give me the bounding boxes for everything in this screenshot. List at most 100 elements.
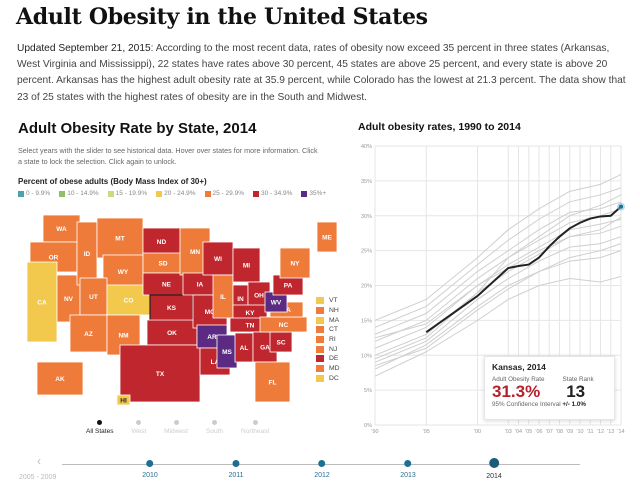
callout-nj[interactable]: NJ (316, 344, 340, 354)
region-west[interactable]: West (131, 420, 146, 435)
state-mi[interactable]: MI (232, 247, 261, 283)
callout-de[interactable]: DE (316, 354, 340, 364)
slider-year-2012[interactable]: 2012 (314, 460, 330, 479)
state-label: NC (279, 322, 289, 329)
region-midwest[interactable]: Midwest (164, 420, 188, 435)
state-shape[interactable] (232, 247, 261, 283)
intro-paragraph: Updated September 21, 2015: According to… (17, 41, 629, 106)
state-fl[interactable]: FL (254, 361, 291, 403)
legend-swatch (301, 190, 308, 197)
legend-label: 20 - 24.9% (164, 190, 196, 197)
state-label: MN (190, 249, 200, 256)
state-shape[interactable] (36, 361, 84, 396)
callout-ct[interactable]: CT (316, 325, 340, 335)
callout-label: CT (329, 326, 339, 334)
slider-dot[interactable] (488, 458, 499, 468)
state-series-line[interactable] (374, 218, 622, 349)
state-label: IL (220, 294, 226, 301)
state-shape[interactable] (254, 361, 291, 403)
state-ok[interactable]: OK (146, 319, 198, 346)
state-series-line[interactable] (374, 216, 622, 339)
state-shape[interactable] (119, 344, 201, 403)
callout-swatch (316, 374, 324, 382)
state-ny[interactable]: NY (279, 247, 311, 279)
state-wa[interactable]: WA (42, 214, 81, 243)
state-series-line[interactable] (374, 174, 622, 321)
state-me[interactable]: ME (316, 221, 338, 253)
state-shape[interactable] (116, 394, 131, 406)
highlight-point[interactable] (619, 204, 623, 209)
state-wy[interactable]: WY (102, 254, 144, 289)
rank-value: 13 (566, 382, 586, 401)
region-label: Midwest (164, 428, 189, 435)
state-shape[interactable] (26, 261, 58, 343)
state-series-line[interactable] (374, 201, 622, 335)
state-series-line[interactable] (374, 275, 622, 377)
x-tick-label: '08 (556, 429, 563, 435)
slider-year-2013[interactable]: 2013 (400, 460, 416, 479)
previous-range-label[interactable]: 2005 - 2009 (19, 474, 57, 481)
state-shape[interactable] (279, 247, 311, 279)
region-dot (212, 420, 218, 425)
state-al[interactable]: AL (234, 332, 254, 363)
state-series-line[interactable] (374, 236, 622, 363)
state-series-line[interactable] (374, 208, 622, 342)
state-shape[interactable] (316, 221, 338, 253)
state-tx[interactable]: TX (119, 344, 201, 403)
legend-label: 10 - 14.9% (67, 190, 99, 197)
callout-dc[interactable]: DC (316, 374, 340, 384)
slider-year-2014[interactable]: 2014 (486, 458, 502, 480)
state-label: NM (118, 333, 128, 340)
state-nd[interactable]: ND (142, 227, 181, 256)
callout-ri[interactable]: RI (316, 335, 340, 345)
callout-label: NH (329, 307, 339, 315)
state-shape[interactable] (142, 227, 181, 256)
callout-nh[interactable]: NH (316, 306, 340, 316)
callout-vt[interactable]: VT (316, 296, 340, 306)
chevron-left-icon[interactable]: ‹ (37, 454, 41, 468)
region-all-states[interactable]: All States (86, 420, 113, 435)
state-sd[interactable]: SD (142, 252, 184, 274)
ci-value: +/- 1.0% (562, 401, 586, 408)
state-id[interactable]: ID (76, 221, 98, 286)
state-il[interactable]: IL (212, 274, 234, 319)
slider-dot[interactable] (404, 460, 412, 467)
state-ia[interactable]: IA (182, 272, 218, 296)
region-south[interactable]: South (206, 420, 223, 435)
callout-md[interactable]: MD (316, 364, 340, 374)
state-series-line[interactable] (374, 250, 622, 370)
slider-year-2010[interactable]: 2010 (142, 460, 158, 479)
state-nc[interactable]: NC (259, 316, 308, 333)
state-ms[interactable]: MS (216, 334, 238, 369)
state-ca[interactable]: CA (26, 261, 58, 343)
kansas-series-line[interactable] (425, 205, 622, 334)
state-ks[interactable]: KS (149, 294, 194, 321)
callout-label: NJ (329, 345, 338, 353)
x-tick-label: '07 (546, 429, 553, 435)
state-ut[interactable]: UT (79, 277, 108, 316)
slider-dot[interactable] (232, 460, 240, 467)
state-series-line[interactable] (374, 194, 622, 360)
state-hi[interactable]: HI (116, 394, 131, 406)
callout-ma[interactable]: MA (316, 315, 340, 325)
slider-dot[interactable] (146, 460, 154, 467)
state-shape[interactable] (146, 319, 198, 346)
state-ak[interactable]: AK (36, 361, 84, 396)
year-slider[interactable]: ‹ 2005 - 2009 2010 2011 2012 2013 2014 (0, 448, 640, 490)
state-mt[interactable]: MT (96, 217, 144, 259)
state-az[interactable]: AZ (69, 314, 108, 353)
state-label: MI (243, 263, 250, 270)
state-shape[interactable] (96, 217, 144, 259)
state-label: TN (246, 323, 255, 330)
x-tick-label: '09 (566, 429, 573, 435)
state-sc[interactable]: SC (269, 331, 293, 353)
slider-year-2011[interactable]: 2011 (228, 460, 244, 479)
state-wi[interactable]: WI (202, 241, 234, 276)
state-series-line[interactable] (374, 243, 622, 367)
state-series-line[interactable] (374, 187, 622, 328)
state-shape[interactable] (149, 294, 194, 321)
slider-dot[interactable] (318, 460, 326, 467)
region-northeast[interactable]: Northeast (241, 420, 269, 435)
us-map[interactable]: WA OR CA NV ID MT WY UT CO AZ NM ND SD NE KS OK TX MN IA MO… (0, 195, 340, 415)
state-ky[interactable]: KY (232, 304, 268, 321)
